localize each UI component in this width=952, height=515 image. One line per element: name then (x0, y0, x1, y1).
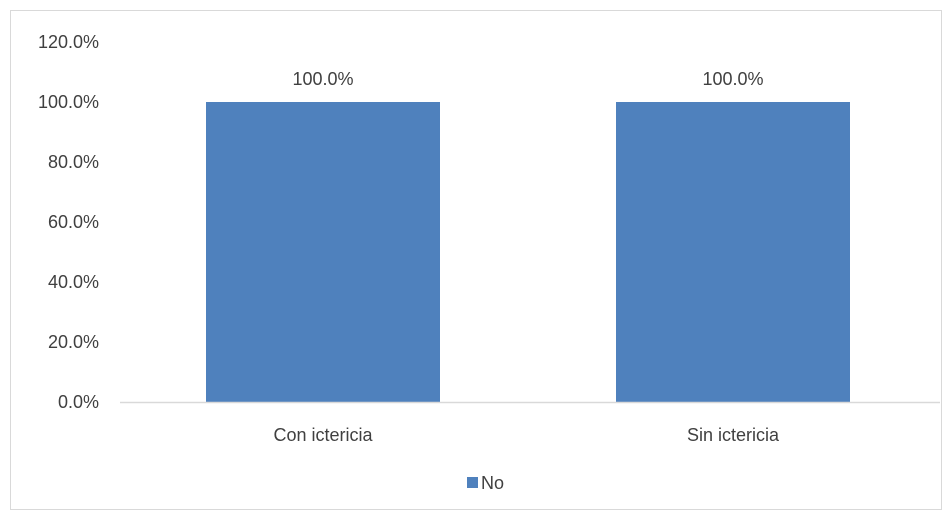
legend-swatch (467, 477, 478, 488)
y-axis-ticks: 0.0% 20.0% 40.0% 60.0% 80.0% 100.0% 120.0% (38, 32, 99, 412)
x-category-label: Con ictericia (273, 425, 373, 445)
bar (616, 102, 850, 402)
y-tick-label: 80.0% (48, 152, 99, 172)
y-tick-label: 60.0% (48, 212, 99, 232)
legend: No (467, 473, 504, 493)
bar-data-label: 100.0% (702, 69, 763, 89)
y-tick-label: 20.0% (48, 332, 99, 352)
bar-data-label: 100.0% (292, 69, 353, 89)
legend-label: No (481, 473, 504, 493)
bars (206, 102, 850, 402)
y-tick-label: 0.0% (58, 392, 99, 412)
x-axis-categories: Con ictericia Sin ictericia (273, 425, 780, 445)
data-labels: 100.0% 100.0% (292, 69, 763, 89)
bar (206, 102, 440, 402)
y-tick-label: 40.0% (48, 272, 99, 292)
x-category-label: Sin ictericia (687, 425, 780, 445)
y-tick-label: 100.0% (38, 92, 99, 112)
y-tick-label: 120.0% (38, 32, 99, 52)
